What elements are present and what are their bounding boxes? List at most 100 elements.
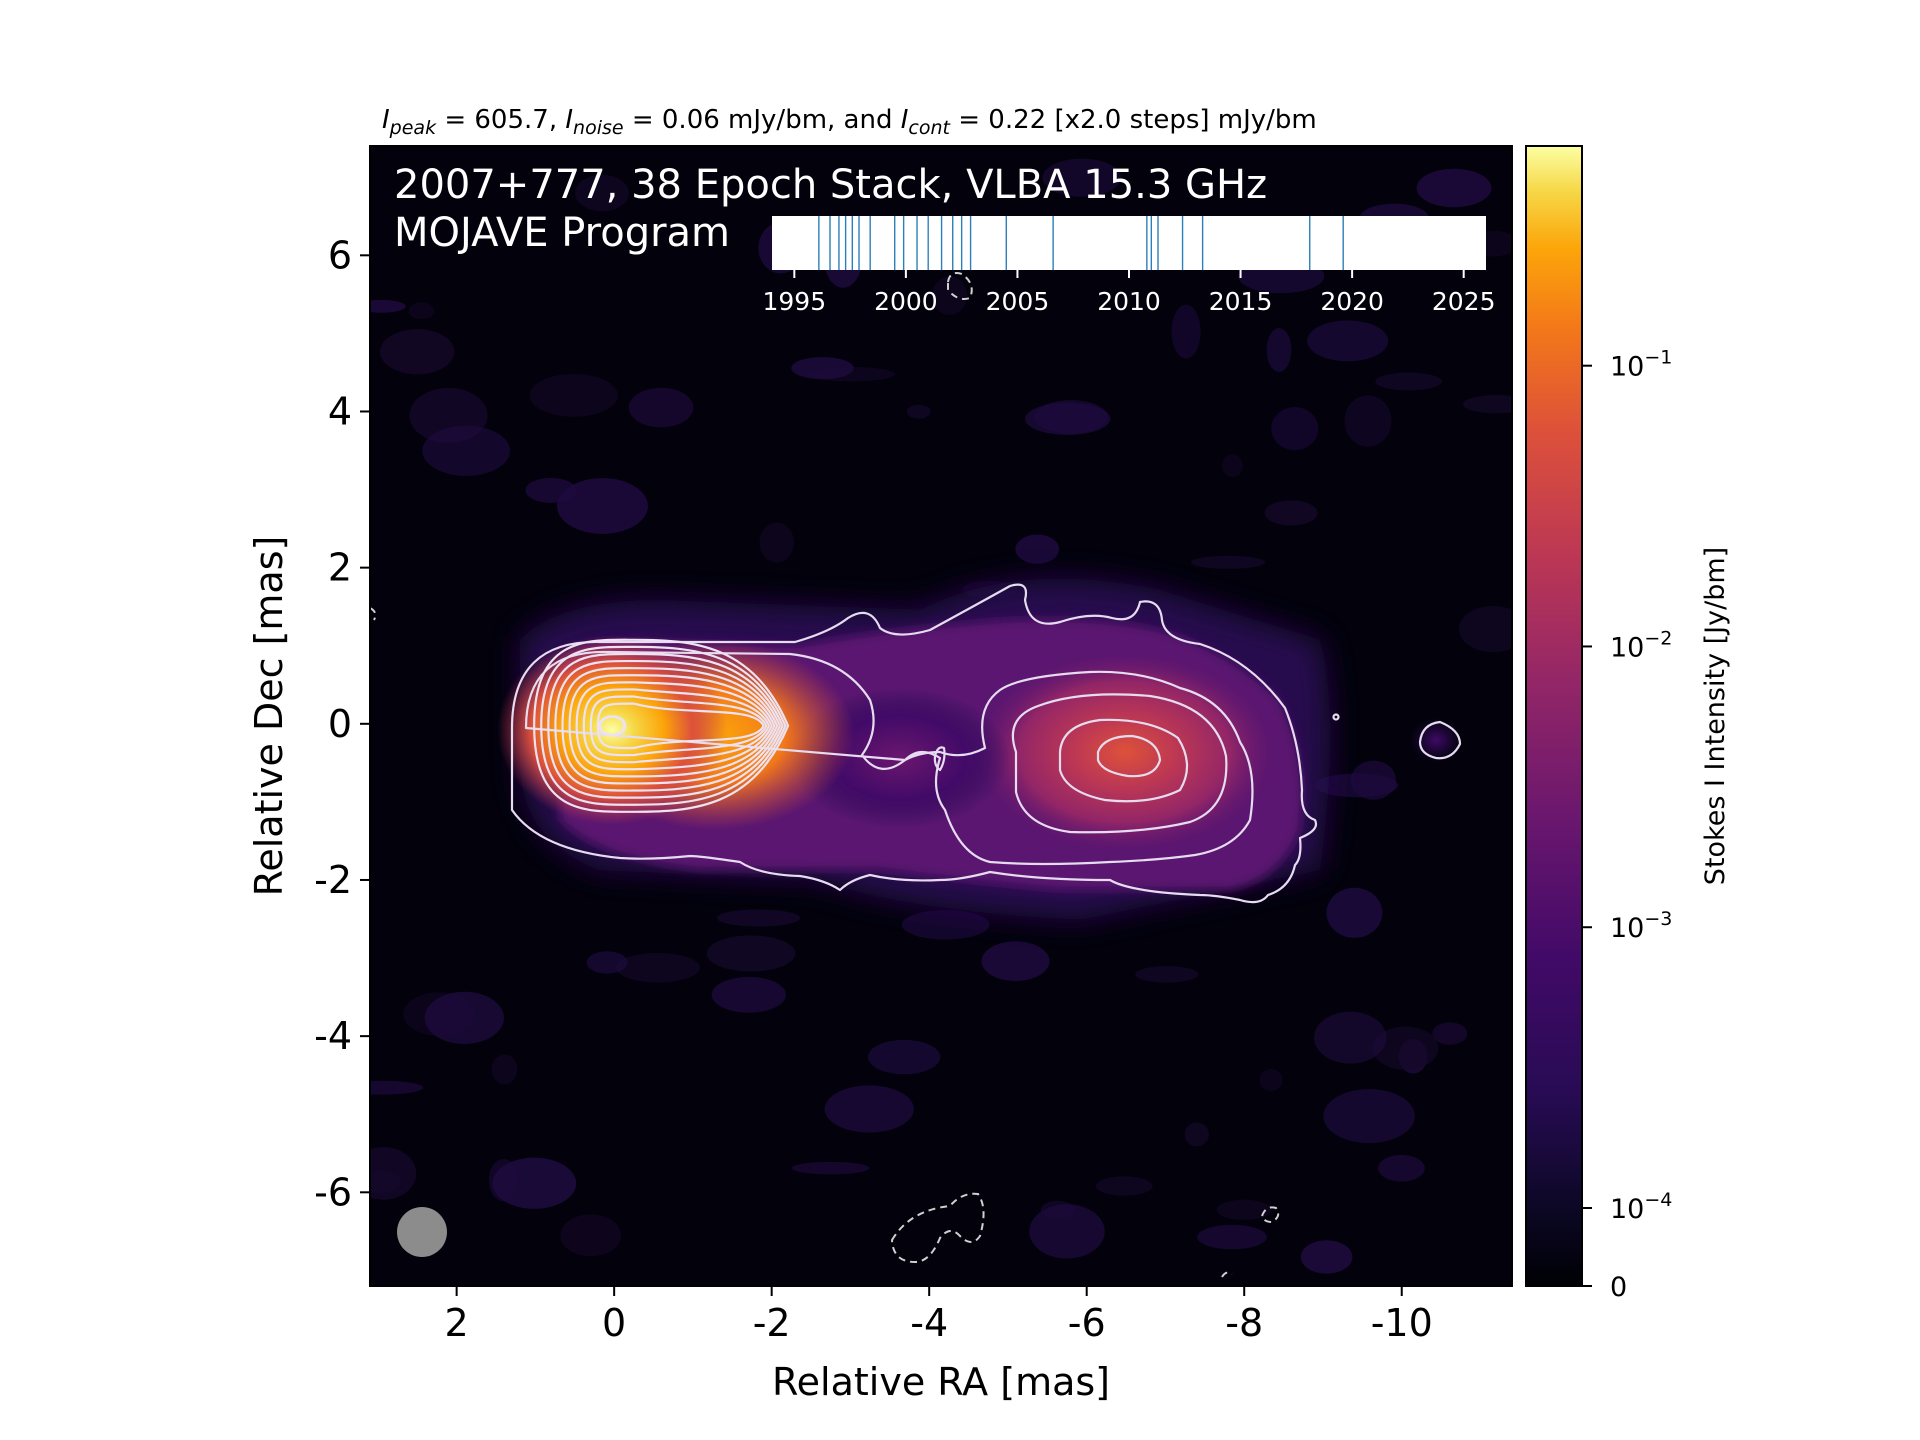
colorbar-tick-label: 10−2 <box>1610 627 1672 663</box>
noise-blob <box>1029 1204 1105 1259</box>
noise-blob <box>716 909 801 927</box>
noise-blob <box>1375 372 1442 391</box>
noise-blob <box>1197 1224 1267 1250</box>
noise-blob <box>556 478 648 534</box>
colorbar-tick-base: 10 <box>1610 632 1644 663</box>
noise-blob <box>1462 395 1512 414</box>
x-tick-label: -2 <box>753 1301 791 1345</box>
far-knot-glow <box>1410 718 1462 762</box>
figure-title-part: peak <box>389 117 437 139</box>
noise-blob <box>1372 1026 1439 1070</box>
y-axis-label: Relative Dec [mas] <box>247 536 291 897</box>
noise-blob <box>529 373 618 417</box>
figure-title-part: I <box>382 105 390 135</box>
epoch-lines <box>818 216 1344 270</box>
noise-blob <box>1259 1068 1283 1092</box>
y-tick-label: -4 <box>314 1014 352 1058</box>
plot-area: 2007+777, 38 Epoch Stack, VLBA 15.3 GHz … <box>370 146 1512 1286</box>
noise-blob <box>906 404 931 419</box>
y-tick-label: 6 <box>328 233 352 277</box>
noise-blob <box>408 302 435 320</box>
colorbar-tick-exponent: −1 <box>1644 347 1672 369</box>
figure-title-part: I <box>901 105 909 135</box>
contour-level-3 <box>1011 693 1228 834</box>
x-tick-label: -6 <box>1068 1301 1106 1345</box>
source-label: 2007+777, 38 Epoch Stack, VLBA 15.3 GHz <box>394 162 1267 208</box>
noise-blob <box>1315 773 1399 798</box>
noise-blob <box>370 1147 417 1200</box>
contour-core-level <box>561 667 779 785</box>
negative-contour-small-2 <box>1221 1271 1233 1278</box>
epoch-tick-label: 2000 <box>874 287 938 316</box>
contour-speck <box>1332 713 1340 721</box>
colorbar-tick-exponent: −4 <box>1644 1189 1672 1211</box>
noise-blob <box>1378 1154 1425 1182</box>
contours <box>510 583 1462 904</box>
noise-blob <box>1222 454 1243 478</box>
colorbar-tick-base: 10 <box>1610 352 1644 383</box>
figure-title: Ipeak = 605.7, Inoise = 0.06 mJy/bm, and… <box>382 105 1317 139</box>
epoch-tick-label: 2020 <box>1320 287 1384 316</box>
x-axis-label: Relative RA [mas] <box>772 1360 1110 1404</box>
noise-blob <box>1344 395 1392 447</box>
contour-core-level <box>582 688 771 764</box>
epoch-inset-background <box>772 216 1486 270</box>
noise-blob <box>1271 407 1319 451</box>
noise-blob <box>491 1054 518 1085</box>
contour-core-level <box>554 659 781 792</box>
noise-blob <box>380 329 455 375</box>
noise-blob <box>422 425 511 476</box>
colorbar-label: Stokes I Intensity [Jy/bm] <box>1700 547 1731 885</box>
figure-title-part: noise <box>573 117 624 139</box>
contour-core-level <box>547 652 784 799</box>
y-tick-label: -6 <box>314 1170 352 1214</box>
colorbar-tick-label: 10−1 <box>1610 347 1672 383</box>
noise-blob <box>1171 304 1201 359</box>
noise-blob <box>628 387 694 428</box>
noise-blob <box>1416 168 1492 208</box>
negative-contour-edge <box>370 607 377 621</box>
noise-blob <box>1458 606 1512 653</box>
noise-blob <box>1015 534 1060 564</box>
colorbar-tick-label: 10−3 <box>1610 908 1672 944</box>
beam-ellipse <box>397 1207 447 1257</box>
epoch-axis: 1995 2000 2005 2010 2015 2020 2025 <box>763 270 1496 316</box>
figure-title-part: = 0.22 [x2.0 steps] mJy/bm <box>950 105 1317 135</box>
noise-blob <box>1042 158 1122 197</box>
noise-blob <box>867 1039 941 1075</box>
epoch-tick-label: 2025 <box>1432 287 1496 316</box>
noise-blob <box>759 522 794 563</box>
x-tick-label: 2 <box>445 1301 469 1345</box>
colorbar-frame <box>1525 145 1583 1287</box>
noise-blob <box>1432 1022 1468 1045</box>
epoch-tick-label: 2010 <box>1097 287 1161 316</box>
contour-level-1 <box>510 583 1318 904</box>
contour-level-4 <box>1058 718 1189 803</box>
noise-blob <box>1184 1122 1209 1147</box>
core-glow <box>497 635 727 825</box>
figure-title-part: cont <box>908 117 951 139</box>
noise-blob <box>370 1080 424 1095</box>
colorbar-tick-label: 10−4 <box>1610 1189 1672 1225</box>
noise-blob <box>1216 1199 1272 1220</box>
epoch-tick-label: 2005 <box>986 287 1050 316</box>
y-tick-label: 2 <box>328 546 352 590</box>
noise-blob <box>1264 500 1318 526</box>
noise-blob <box>1307 320 1389 362</box>
y-axis: 6 4 2 0 -2 -4 -6 <box>314 233 370 1214</box>
negative-contours <box>370 272 1280 1278</box>
x-tick-label: -4 <box>910 1301 948 1345</box>
colorbar-tick-exponent: −3 <box>1644 908 1672 930</box>
noise-blob <box>1095 1176 1153 1196</box>
noise-blob <box>586 951 628 974</box>
contour-level-2 <box>524 650 1254 866</box>
noise-blob <box>1314 1011 1387 1064</box>
noise-blob <box>616 952 700 983</box>
contour-core-level <box>540 645 787 806</box>
contour-core-level <box>589 695 768 757</box>
core-contour-family <box>533 638 790 813</box>
noise-blob <box>560 1214 622 1257</box>
noise-blob <box>932 276 968 315</box>
noise-blob <box>981 941 1050 982</box>
